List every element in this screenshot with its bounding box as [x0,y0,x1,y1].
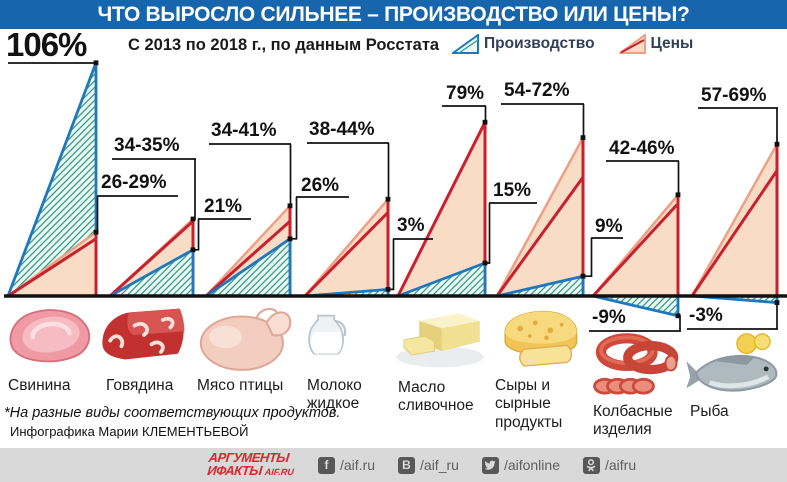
odnoklassniki-icon [582,456,600,474]
product-name: Свинина [8,377,71,394]
price-change-label: 26-29% [101,172,167,193]
butter-icon [396,313,484,368]
product-name: Говядина [106,377,174,394]
fish-icon [686,333,778,392]
product-name: Рыба [690,403,729,420]
sausage-icon [593,333,679,395]
product-name: Мясо птицы [197,377,284,394]
price-change-label: 38-44% [309,119,375,140]
poultry-photo [194,298,298,376]
beef-icon [102,308,185,360]
title-bar: ЧТО ВЫРОСЛО СИЛЬНЕЕ – ПРОИЗВОДСТВО ИЛИ Ц… [0,0,787,29]
price-change-label: 54-72% [504,80,570,101]
legend-item-prices: Цены [618,34,694,54]
price-change-label: 42-46% [609,138,675,159]
social-handle: /aif_ru [420,457,459,473]
legend-prices-label: Цены [650,35,694,52]
social-handle: /aifonline [503,457,560,473]
price-change-label: 34-35% [114,135,180,156]
product-name: Масло сливочное [398,379,474,415]
production-change-label: 3% [397,215,425,236]
price-change-label: 34-41% [211,120,277,141]
price-change-label: 79% [446,83,485,104]
social-link-vk[interactable]: B /aif_ru [398,456,459,474]
social-links: f /aif.ru B /aif_ru /aifonline /aifru [318,448,659,482]
milk-icon [308,314,347,355]
butter-photo [390,300,490,372]
poultry-icon [199,307,292,371]
social-handle: /aifru [604,457,637,473]
credit: Инфографика Марии КЛЕМЕНТЬЕВОЙ [10,424,249,439]
beef-photo [97,299,191,371]
production-change-label: 21% [204,196,243,217]
footnote: *На разные виды соответствующих продукто… [4,405,341,421]
production-change-label: -9% [592,307,626,328]
product-name: Сыры и сырные продукты [495,377,563,431]
production-change-label: 106% [6,26,87,63]
production-change-label: 15% [493,180,532,201]
footer-bar: АРГУМЕНТЫ ИФАКТЫ AIF.RU f /aif.ru B /aif_… [0,448,787,482]
pork-icon [9,309,91,363]
legend-production-label: Производство [484,35,595,52]
product-name: Молоко жидкое [307,377,362,413]
chart-subtitle: С 2013 по 2018 г., по данным Росстата [128,36,440,54]
triangles-chart [4,60,787,332]
legend: Производство Цены [452,34,693,54]
cheese-photo [492,299,586,373]
facebook-icon: f [318,456,335,474]
logo-line2: ИФАКТЫ [206,463,263,478]
social-link-facebook[interactable]: f /aif.ru [318,456,376,474]
cheese-icon [504,310,578,367]
production-change-label: 9% [595,216,623,237]
social-link-odnoklassniki[interactable]: /aifru [582,456,637,474]
fish-photo [683,328,787,402]
sausage-photo [586,330,686,400]
production-legend-icon [452,34,479,54]
prices-legend-icon [618,34,646,54]
logo-suffix: AIF.RU [264,467,295,477]
legend-item-production: Производство [452,34,595,54]
aif-logo[interactable]: АРГУМЕНТЫ ИФАКТЫ AIF.RU [206,450,296,478]
pork-photo [5,298,97,372]
production-change-label: 26% [301,175,340,196]
page-title: ЧТО ВЫРОСЛО СИЛЬНЕЕ – ПРОИЗВОДСТВО ИЛИ Ц… [97,2,690,26]
price-change-label: 57-69% [701,85,767,106]
product-name: Колбасные изделия [593,403,673,439]
vk-icon: B [398,456,416,474]
milk-photo [303,298,371,374]
production-change-label: -3% [689,305,723,326]
social-handle: /aif.ru [340,457,376,473]
twitter-icon [481,456,499,474]
social-link-twitter[interactable]: /aifonline [481,456,560,474]
